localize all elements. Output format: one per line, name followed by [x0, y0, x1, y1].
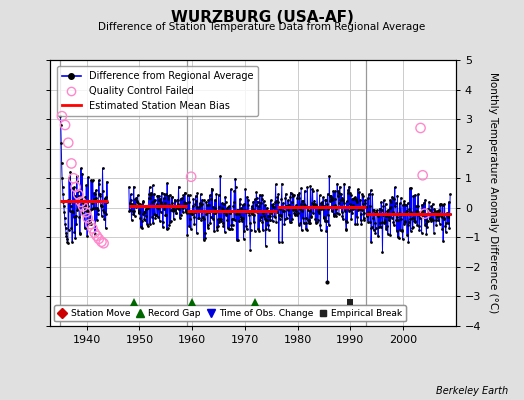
Point [93, 233, 101, 239]
Text: WURZBURG (USA-AF): WURZBURG (USA-AF) [171, 10, 353, 25]
Point [91, 230, 99, 236]
Point [71, 184, 80, 190]
Text: Berkeley Earth: Berkeley Earth [436, 386, 508, 396]
Point [89, 225, 97, 232]
Point [187, 174, 195, 180]
Text: Difference of Station Temperature Data from Regional Average: Difference of Station Temperature Data f… [99, 22, 425, 32]
Legend: Station Move, Record Gap, Time of Obs. Change, Empirical Break: Station Move, Record Gap, Time of Obs. C… [54, 305, 406, 322]
Point [83, 215, 92, 221]
Point [95, 236, 103, 242]
Point [421, 210, 429, 217]
Point [67, 160, 75, 167]
Point [81, 209, 90, 216]
Point [77, 199, 85, 205]
Y-axis label: Monthly Temperature Anomaly Difference (°C): Monthly Temperature Anomaly Difference (… [488, 72, 498, 314]
Point [97, 238, 106, 245]
Point [79, 203, 87, 210]
Point [417, 125, 425, 131]
Point [64, 140, 72, 146]
Point [419, 172, 427, 178]
Point [69, 175, 78, 182]
Point [100, 240, 108, 246]
Point [61, 122, 69, 128]
Point [74, 191, 82, 198]
Point [86, 221, 95, 227]
Point [58, 113, 66, 119]
